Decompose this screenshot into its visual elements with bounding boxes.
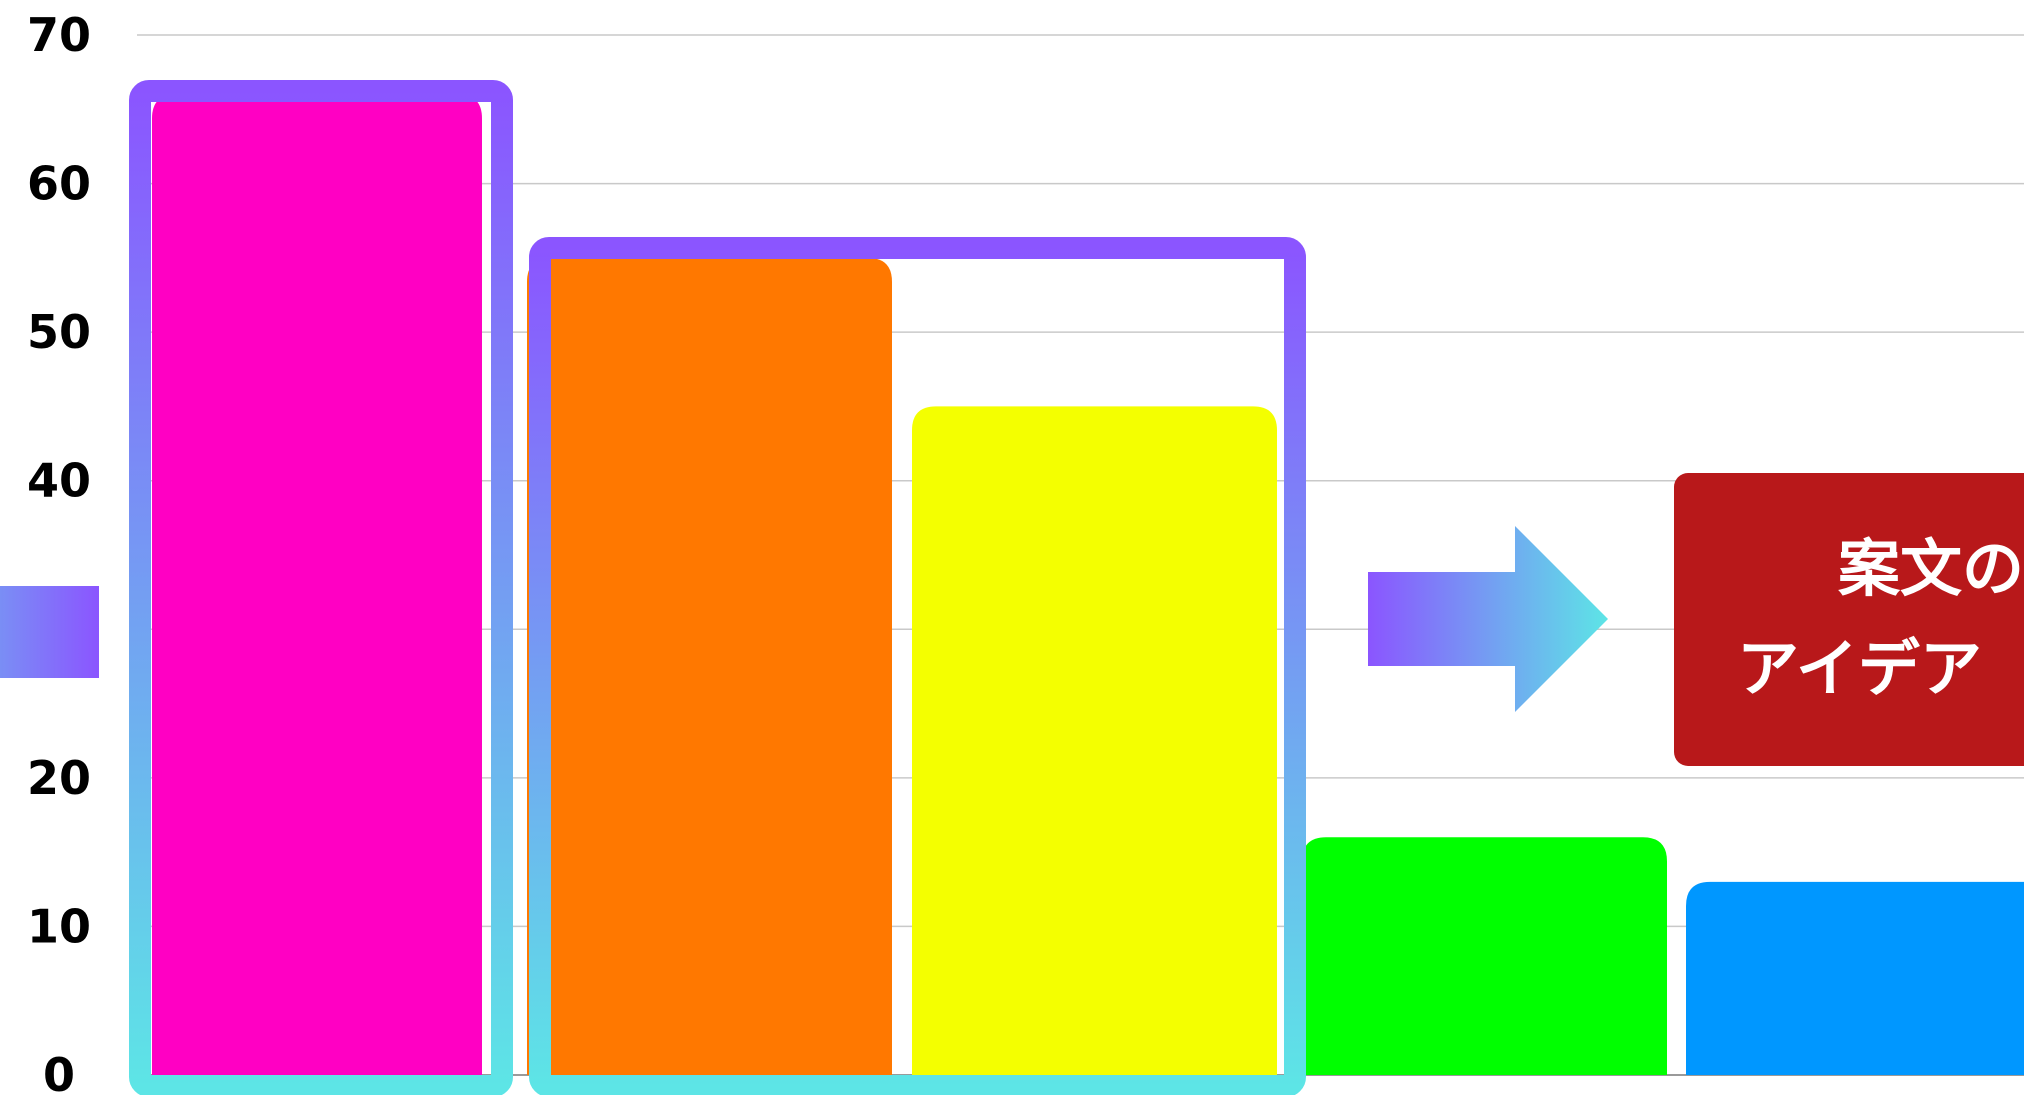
- y-tick-label: 40: [27, 454, 91, 508]
- bar-2: [527, 257, 892, 1075]
- highlight-frame-1: [129, 80, 513, 1095]
- bar-1: [152, 94, 482, 1075]
- y-axis-tick-labels: 0 10 20 40 50 60 70: [27, 8, 91, 1095]
- y-tick-label: 0: [43, 1048, 75, 1095]
- bar-4: [1302, 837, 1667, 1075]
- y-tick-label: 20: [27, 751, 91, 805]
- y-tick-label: 50: [27, 305, 91, 359]
- bar-5: [1686, 881, 2024, 1075]
- bars: [152, 94, 2024, 1075]
- callout-line-1: 案文の: [1838, 532, 2024, 605]
- bar-3: [912, 406, 1277, 1075]
- highlight-frame-2: [529, 237, 1306, 1095]
- right-arrow-icon: [1368, 526, 1608, 712]
- y-tick-label: 70: [27, 8, 91, 62]
- callout: 案文の アイデア: [1674, 473, 2024, 766]
- callout-line-2: アイデア: [1737, 632, 1982, 705]
- axis-marker: [0, 586, 99, 678]
- y-tick-label: 10: [27, 899, 91, 953]
- y-tick-label: 60: [27, 157, 91, 211]
- callout-box: [1674, 473, 2024, 766]
